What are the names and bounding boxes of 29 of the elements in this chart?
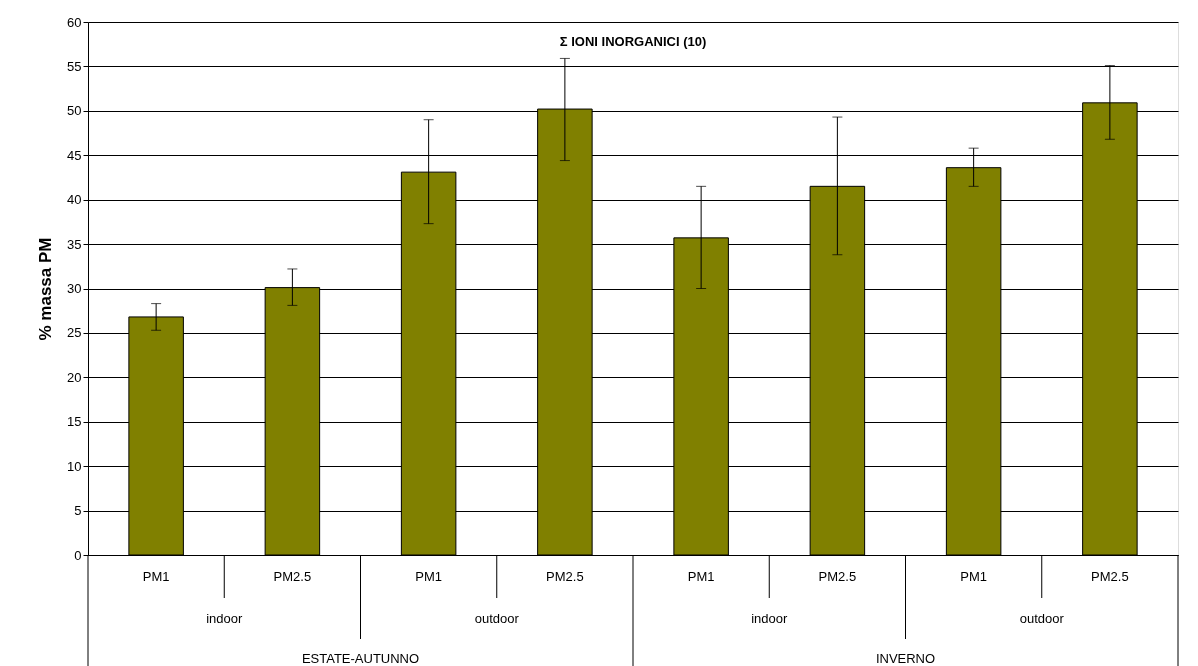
y-axis-title: % massa PM (36, 237, 56, 341)
y-tick-label: 40 (67, 192, 82, 208)
y-tick-label: 5 (74, 503, 82, 519)
y-tick-label: 20 (67, 369, 82, 385)
text: ESTATE-AUTUNNO (301, 651, 420, 666)
y-tick-label: 35 (67, 236, 82, 252)
x-tick-label: PM2.5 (1091, 568, 1129, 584)
x-tick-label: PM2.5 (546, 568, 584, 584)
x-tick-label: PM2.5 (818, 568, 857, 584)
text: outdoor (1019, 611, 1065, 626)
y-tick-label: 60 (67, 14, 82, 30)
x-tick-label: PM1 (142, 568, 170, 584)
y-tick-label: 50 (67, 103, 82, 119)
y-tick-label: 45 (67, 147, 82, 163)
y-tick-label: 30 (67, 281, 82, 296)
text: indoor (206, 611, 243, 626)
text: Σ IONI INORGANICI (10) (559, 34, 707, 49)
y-tick-label: 55 (67, 58, 82, 74)
y-tick-label: 15 (67, 414, 82, 430)
y-tick-label: 10 (67, 458, 82, 474)
x-tick-label: PM1 (960, 568, 987, 584)
text: INVERNO (875, 651, 936, 666)
text: outdoor (474, 611, 520, 626)
x-tick-label: PM1 (415, 568, 442, 584)
text: indoor (751, 611, 788, 626)
y-tick-label: 0 (74, 547, 82, 563)
x-tick-label: PM1 (687, 568, 715, 584)
y-tick-label: 25 (67, 325, 82, 341)
x-tick-label: PM2.5 (273, 568, 312, 584)
